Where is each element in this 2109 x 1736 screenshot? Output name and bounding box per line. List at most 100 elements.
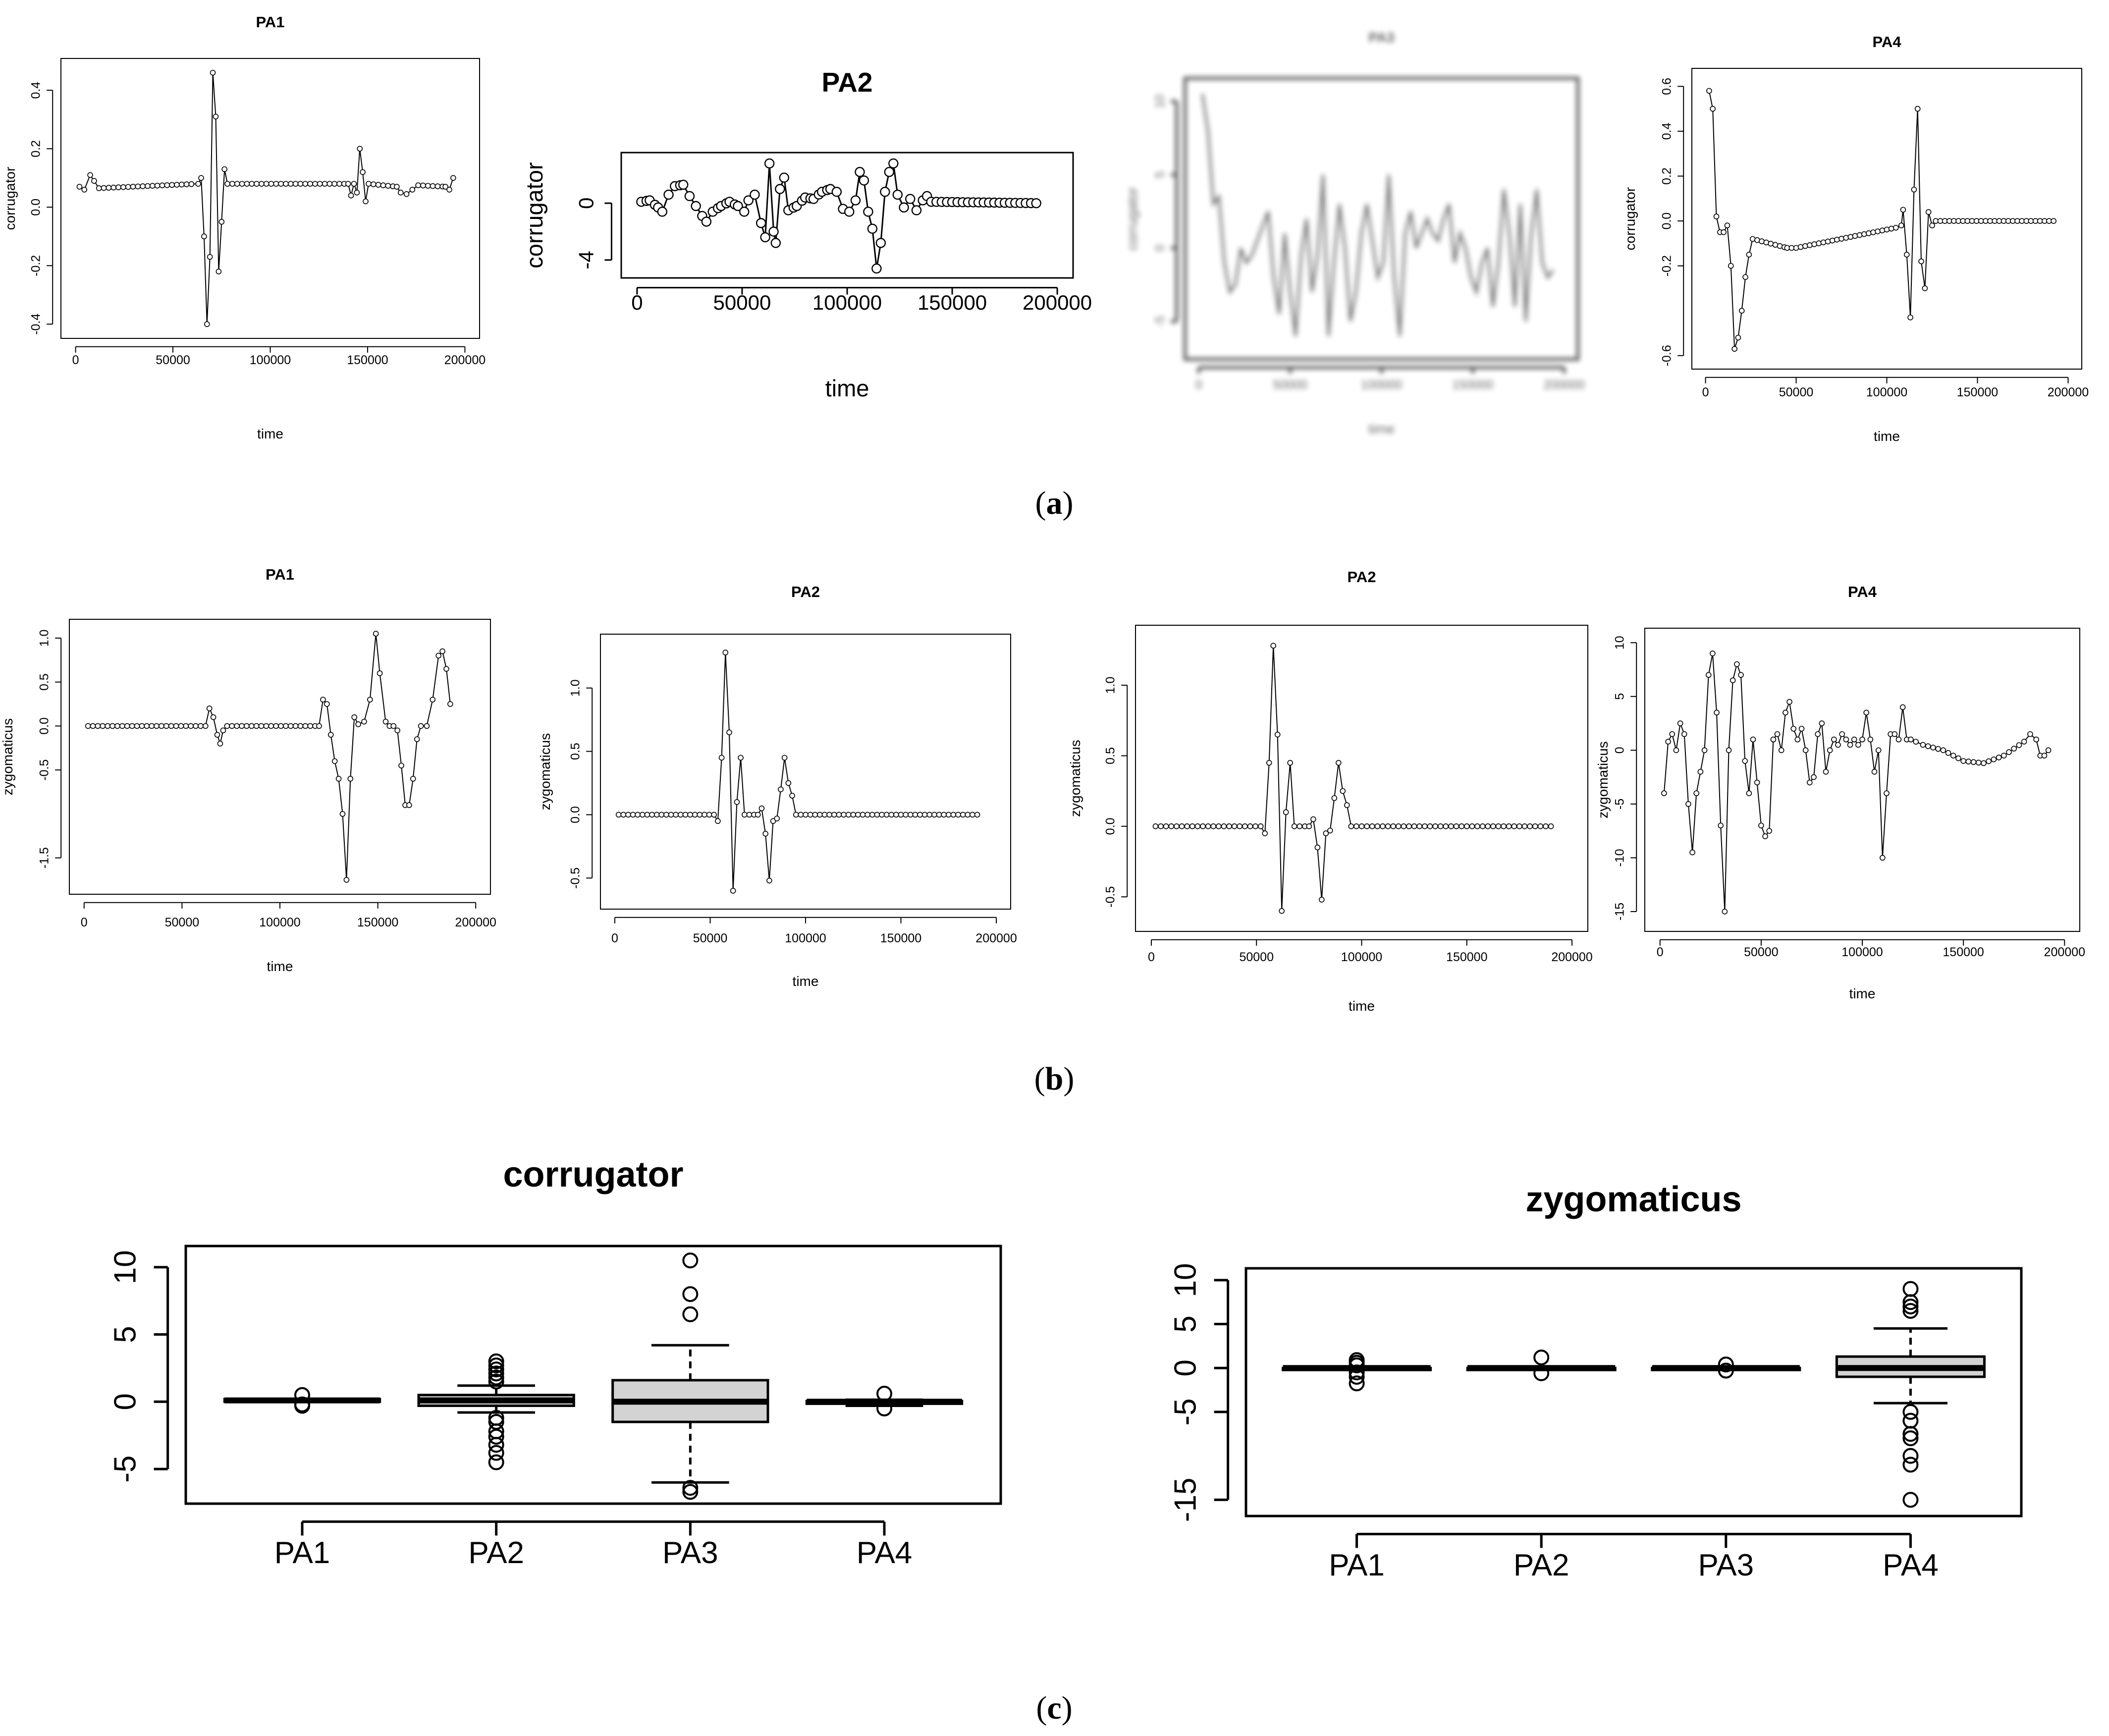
x-axis-label: time bbox=[1874, 429, 1900, 444]
data-point bbox=[398, 762, 404, 769]
chart-c1: corrugator -5 0 5 10 PA1 PA2 PA3 PA4 bbox=[108, 1155, 1002, 1570]
data-point bbox=[217, 741, 223, 747]
x-tick-label: 150000 bbox=[1943, 945, 1984, 959]
data-point bbox=[297, 181, 304, 187]
data-point bbox=[178, 181, 185, 188]
outlier-point bbox=[1902, 1404, 1919, 1420]
chart-title: corrugator bbox=[503, 1155, 683, 1194]
data-point bbox=[336, 181, 342, 187]
data-point bbox=[302, 723, 309, 729]
data-point bbox=[1257, 823, 1264, 829]
data-point bbox=[1274, 731, 1281, 738]
data-point bbox=[76, 184, 83, 190]
y-tick-label: 0.0 bbox=[568, 806, 582, 823]
data-point bbox=[965, 812, 971, 818]
data-point bbox=[1385, 823, 1391, 829]
outlier-point bbox=[1349, 1368, 1365, 1385]
data-point bbox=[163, 723, 169, 729]
data-point bbox=[1899, 704, 1906, 710]
y-tick-label: 5 bbox=[1153, 171, 1167, 178]
data-point bbox=[785, 780, 792, 786]
y-tick-label: -4 bbox=[574, 251, 597, 269]
outlier-point bbox=[1349, 1357, 1365, 1373]
data-point bbox=[198, 723, 204, 729]
data-point bbox=[2027, 731, 2033, 737]
data-point bbox=[841, 812, 847, 818]
y-tick-label: 0.4 bbox=[1660, 122, 1674, 140]
data-point bbox=[1490, 823, 1496, 829]
data-point bbox=[898, 812, 904, 818]
data-point bbox=[327, 732, 334, 738]
data-point bbox=[1705, 672, 1712, 678]
outlier-point bbox=[488, 1428, 504, 1445]
data-point bbox=[351, 714, 357, 720]
data-point bbox=[1669, 731, 1676, 737]
data-point bbox=[821, 812, 828, 818]
data-point bbox=[221, 166, 227, 172]
y-tick-label: 0 bbox=[1613, 747, 1626, 754]
data-point bbox=[124, 723, 130, 729]
data-point bbox=[435, 652, 441, 659]
data-point bbox=[1521, 823, 1528, 829]
data-point bbox=[630, 812, 636, 818]
data-point bbox=[224, 723, 230, 729]
data-point bbox=[1427, 823, 1433, 829]
data-point bbox=[691, 201, 701, 212]
data-point bbox=[1797, 244, 1804, 250]
plot-frame bbox=[69, 619, 491, 895]
category-label: PA2 bbox=[468, 1536, 524, 1570]
data-point bbox=[1738, 672, 1744, 678]
data-point bbox=[96, 185, 102, 191]
data-point bbox=[1401, 823, 1407, 829]
data-point bbox=[100, 723, 106, 729]
data-point bbox=[268, 723, 274, 729]
data-point bbox=[692, 812, 698, 818]
outlier-point bbox=[488, 1445, 504, 1461]
y-tick-label: 0.5 bbox=[568, 743, 582, 760]
data-point bbox=[768, 226, 779, 237]
y-tick-label: -5 bbox=[1168, 1398, 1202, 1425]
data-point bbox=[1870, 229, 1876, 235]
data-point bbox=[273, 181, 279, 187]
data-point bbox=[206, 705, 213, 711]
data-point bbox=[701, 217, 712, 227]
data-point bbox=[1406, 823, 1412, 829]
data-point bbox=[1861, 231, 1867, 237]
data-point bbox=[114, 723, 120, 729]
data-point bbox=[188, 723, 194, 729]
data-point bbox=[434, 183, 441, 189]
data-point bbox=[755, 812, 761, 818]
data-point bbox=[1835, 742, 1841, 748]
data-point bbox=[855, 812, 861, 818]
data-point bbox=[317, 181, 323, 187]
x-tick-label: 200000 bbox=[2044, 945, 2085, 959]
data-point bbox=[1501, 823, 1507, 829]
data-point bbox=[1802, 243, 1808, 249]
data-point bbox=[183, 723, 189, 729]
y-axis-label: zygomaticus bbox=[1068, 740, 1083, 817]
data-point bbox=[193, 723, 199, 729]
data-point bbox=[106, 185, 112, 191]
data-point bbox=[644, 812, 650, 818]
data-point bbox=[207, 254, 213, 260]
outlier-point bbox=[682, 1484, 699, 1500]
data-point bbox=[663, 189, 674, 200]
data-point bbox=[81, 186, 88, 193]
data-point bbox=[159, 182, 165, 189]
data-point bbox=[1734, 661, 1740, 667]
data-point bbox=[331, 181, 337, 187]
data-point bbox=[326, 181, 333, 187]
data-point bbox=[1920, 742, 1926, 748]
data-point bbox=[145, 183, 151, 189]
data-point bbox=[1728, 263, 1734, 269]
data-point bbox=[239, 723, 245, 729]
chart-b2: PA2 time zygomaticus 0 50000 100000 150000 2000… bbox=[538, 583, 1017, 989]
data-point bbox=[140, 183, 146, 189]
x-tick-label: 50000 bbox=[1239, 950, 1274, 964]
x-axis-label: time bbox=[1368, 421, 1395, 436]
data-point bbox=[1884, 790, 1890, 796]
chart-title: PA1 bbox=[266, 566, 294, 583]
data-point bbox=[1770, 736, 1777, 743]
data-point bbox=[1738, 308, 1745, 314]
